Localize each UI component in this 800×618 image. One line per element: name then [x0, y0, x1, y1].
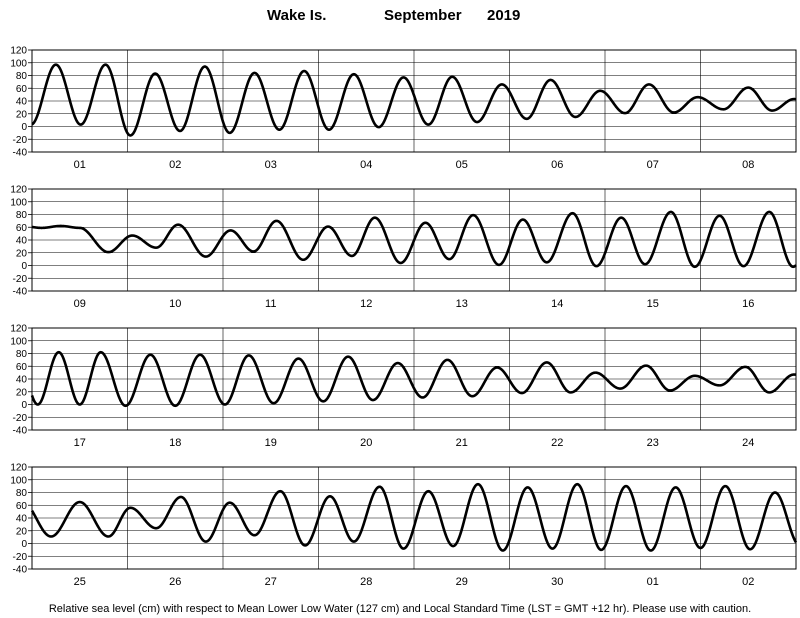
panel-frame	[31, 327, 797, 431]
day-label: 29	[456, 576, 468, 588]
day-label: 30	[551, 576, 563, 588]
y-tick-label: 80	[16, 71, 28, 82]
day-label: 06	[551, 159, 563, 171]
day-label: 12	[360, 298, 372, 310]
panel-frame	[31, 466, 797, 570]
day-label: 10	[169, 298, 181, 310]
y-tick-label: 120	[10, 463, 27, 474]
y-tick-label: 100	[10, 58, 27, 69]
day-label: 14	[551, 298, 563, 310]
y-tick-label: -40	[13, 565, 28, 576]
title-station: Wake Is.	[267, 7, 326, 24]
day-label: 19	[265, 437, 277, 449]
panel-frame	[31, 188, 797, 292]
tide-curve	[30, 482, 798, 552]
y-tick-label: 20	[16, 248, 28, 259]
y-tick-label: 0	[21, 539, 27, 550]
tide-curve	[31, 63, 797, 137]
day-label: 05	[456, 159, 468, 171]
y-tick-label: -20	[13, 135, 28, 146]
y-tick-label: 60	[16, 223, 28, 234]
day-label: 09	[74, 298, 86, 310]
y-tick-label: 60	[16, 501, 28, 512]
day-label: 03	[265, 159, 277, 171]
y-tick-label: 40	[16, 375, 28, 386]
day-label: 01	[74, 159, 86, 171]
day-label: 07	[647, 159, 659, 171]
y-tick-label: 40	[16, 236, 28, 247]
day-label: 08	[742, 159, 754, 171]
y-tick-label: 40	[16, 97, 28, 108]
y-tick-label: 80	[16, 210, 28, 221]
day-label: 23	[647, 437, 659, 449]
y-tick-label: 0	[21, 400, 27, 411]
y-tick-label: 100	[10, 336, 27, 347]
y-tick-label: 120	[10, 185, 27, 196]
day-label: 02	[742, 576, 754, 588]
day-label: 11	[265, 298, 276, 310]
y-tick-label: 20	[16, 526, 28, 537]
day-label: 20	[360, 437, 372, 449]
y-tick-label: -20	[13, 413, 28, 424]
day-label: 28	[360, 576, 372, 588]
y-tick-label: 80	[16, 488, 28, 499]
y-tick-label: 20	[16, 387, 28, 398]
title-month: September	[384, 7, 462, 24]
day-label: 17	[74, 437, 86, 449]
day-label: 24	[742, 437, 754, 449]
y-tick-label: 80	[16, 349, 28, 360]
y-tick-label: 100	[10, 475, 27, 486]
day-label: 21	[456, 437, 468, 449]
y-tick-label: 60	[16, 362, 28, 373]
y-tick-label: -40	[13, 287, 28, 298]
panel-frame	[31, 49, 797, 153]
day-label: 25	[74, 576, 86, 588]
y-tick-label: 100	[10, 197, 27, 208]
y-tick-label: -20	[13, 274, 28, 285]
y-tick-label: -40	[13, 148, 28, 159]
day-label: 27	[265, 576, 277, 588]
day-label: 13	[456, 298, 468, 310]
day-label: 16	[742, 298, 754, 310]
y-tick-label: -20	[13, 552, 28, 563]
y-tick-label: 40	[16, 514, 28, 525]
footer-note: Relative sea level (cm) with respect to …	[49, 603, 751, 615]
y-tick-label: -40	[13, 426, 28, 437]
day-label: 18	[169, 437, 181, 449]
chart-title: Wake Is. September 2019	[267, 7, 520, 24]
tide-curve	[31, 210, 797, 269]
day-label: 15	[647, 298, 659, 310]
y-tick-label: 0	[21, 261, 27, 272]
day-label: 04	[360, 159, 372, 171]
y-tick-label: 120	[10, 46, 27, 57]
day-label: 26	[169, 576, 181, 588]
day-label: 22	[551, 437, 563, 449]
title-year: 2019	[487, 7, 520, 24]
y-tick-label: 0	[21, 122, 27, 133]
y-tick-label: 120	[10, 324, 27, 335]
y-tick-label: 20	[16, 109, 28, 120]
tide-curve	[30, 350, 797, 408]
day-label: 02	[169, 159, 181, 171]
day-label: 01	[647, 576, 659, 588]
y-tick-label: 60	[16, 84, 28, 95]
